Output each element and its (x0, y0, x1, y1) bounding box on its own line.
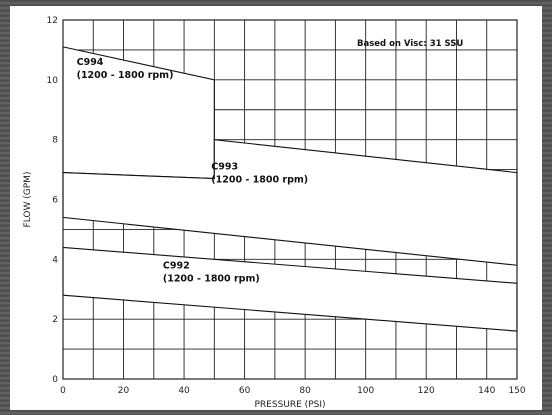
y-tick-labels: 0 2 4 6 8 10 12 (47, 16, 59, 385)
region-label-c993: C993 (211, 162, 238, 173)
region-c992 (62, 246, 518, 332)
x-tick-label: 140 (478, 386, 495, 396)
y-axis-label: FLOW (GPM) (23, 172, 33, 228)
x-tick-label: 100 (357, 386, 374, 396)
y-tick-label: 12 (47, 16, 58, 26)
chart-frame: 0 20 40 60 80 100 120 140 150 0 2 4 6 8 10 12 C994 (120… (10, 6, 542, 410)
x-tick-label: 0 (60, 386, 66, 396)
x-tick-label: 60 (239, 386, 251, 396)
region-rpm-label-c994: (1200 - 1800 rpm) (77, 70, 174, 81)
y-tick-label: 10 (47, 76, 59, 86)
region-label-c992: C992 (163, 260, 190, 271)
x-tick-labels: 0 20 40 60 80 100 120 140 150 (60, 386, 526, 396)
region-labels: C994 (1200 - 1800 rpm) C993 (1200 - 1800 rp… (77, 57, 309, 284)
y-tick-label: 4 (52, 255, 58, 265)
y-tick-label: 8 (52, 136, 58, 146)
region-label-c994: C994 (77, 57, 104, 68)
region-rpm-label-c992: (1200 - 1800 rpm) (163, 273, 260, 284)
flow-regions (62, 46, 518, 332)
x-axis-label: PRESSURE (PSI) (255, 400, 326, 410)
x-tick-label: 150 (508, 386, 525, 396)
y-tick-label: 2 (52, 315, 58, 325)
plot-border (62, 19, 518, 380)
x-tick-label: 20 (118, 386, 130, 396)
viscosity-note: Based on Visc: 31 SSU (357, 39, 463, 49)
y-tick-label: 0 (52, 375, 58, 385)
x-tick-label: 120 (418, 386, 435, 396)
chart-svg: 0 20 40 60 80 100 120 140 150 0 2 4 6 8 10 12 C994 (120… (23, 16, 526, 410)
x-tick-label: 40 (178, 386, 190, 396)
y-tick-label: 6 (52, 196, 58, 206)
region-rpm-label-c993: (1200 - 1800 rpm) (211, 175, 308, 186)
x-tick-label: 80 (299, 386, 311, 396)
